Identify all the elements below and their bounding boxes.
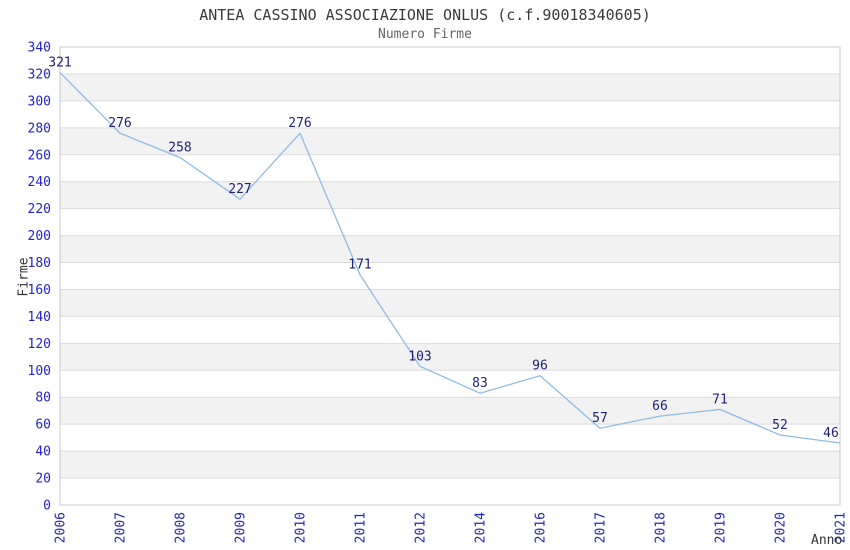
data-point-label: 52 <box>772 418 788 433</box>
y-tick-label: 20 <box>35 472 51 487</box>
x-tick-label: 2011 <box>354 512 369 543</box>
x-tick-label: 2010 <box>294 512 309 543</box>
y-tick-label: 280 <box>28 121 51 136</box>
grid-band <box>60 343 840 371</box>
y-tick-label: 200 <box>28 229 51 244</box>
y-tick-label: 40 <box>35 445 51 460</box>
data-point-label: 321 <box>48 56 71 71</box>
data-point-label: 103 <box>408 349 431 364</box>
y-tick-label: 0 <box>43 499 51 514</box>
x-tick-label: 2006 <box>54 512 69 543</box>
y-tick-label: 320 <box>28 67 51 82</box>
plot-background <box>60 47 840 505</box>
y-tick-label: 140 <box>28 310 51 325</box>
x-tick-label: 2019 <box>714 512 729 543</box>
data-point-label: 83 <box>472 376 488 391</box>
grid-band <box>60 127 840 155</box>
y-tick-label: 120 <box>28 337 51 352</box>
grid-band <box>60 181 840 209</box>
chart-title: ANTEA CASSINO ASSOCIAZIONE ONLUS (c.f.90… <box>199 6 651 24</box>
x-tick-label: 2014 <box>474 512 489 543</box>
grid-band <box>60 235 840 263</box>
chart-subtitle: Numero Firme <box>378 27 472 42</box>
data-point-label: 66 <box>652 399 668 414</box>
x-tick-label: 2017 <box>594 512 609 543</box>
y-tick-label: 340 <box>28 41 51 56</box>
y-tick-label: 260 <box>28 148 51 163</box>
data-point-label: 71 <box>712 392 728 407</box>
data-point-label: 276 <box>108 116 131 131</box>
x-tick-label: 2008 <box>174 512 189 543</box>
y-tick-label: 60 <box>35 418 51 433</box>
chart-line <box>59 72 841 444</box>
x-tick-label: 2012 <box>414 512 429 543</box>
y-tick-label: 100 <box>28 364 51 379</box>
x-tick-label: 2018 <box>654 512 669 543</box>
data-point-label: 46 <box>823 426 839 441</box>
y-tick-label: 160 <box>28 283 51 298</box>
data-point-label: 227 <box>228 182 251 197</box>
data-point-label: 57 <box>592 411 608 426</box>
grid-band <box>60 289 840 317</box>
y-tick-label: 240 <box>28 175 51 190</box>
plot-border <box>59 46 841 506</box>
x-tick-label: 2020 <box>774 512 789 543</box>
x-tick-label: 2009 <box>234 512 249 543</box>
data-point-label: 258 <box>168 140 191 155</box>
y-tick-label: 220 <box>28 202 51 217</box>
data-point-label: 171 <box>348 258 371 273</box>
y-axis-title: Firme <box>16 257 32 297</box>
y-tick-label: 300 <box>28 94 51 109</box>
y-tick-label: 80 <box>35 391 51 406</box>
y-tick-label: 180 <box>28 256 51 271</box>
data-point-label: 276 <box>288 116 311 131</box>
x-tick-label: 2021 <box>834 512 849 543</box>
x-tick-label: 2007 <box>114 512 129 543</box>
grid-band <box>60 451 840 479</box>
x-tick-label: 2016 <box>534 512 549 543</box>
x-axis-title: Anno <box>811 533 843 548</box>
grid-band <box>60 73 840 101</box>
data-point-label: 96 <box>532 359 548 374</box>
